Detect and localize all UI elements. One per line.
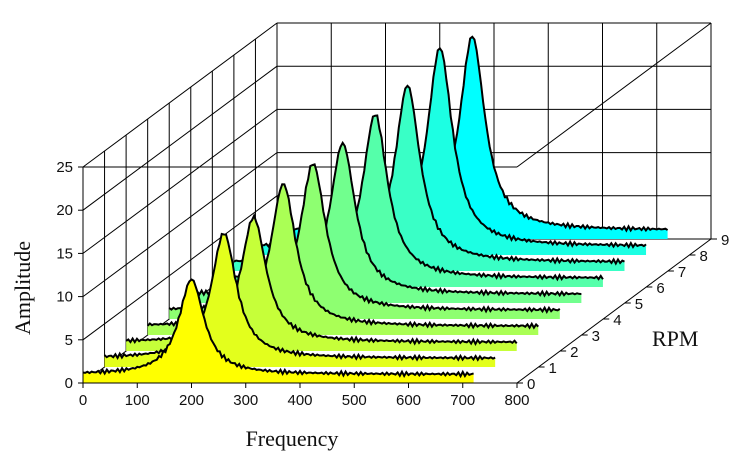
z-tick-label: 6 [656, 280, 664, 297]
axes [78, 166, 717, 388]
z-axis-line [516, 238, 712, 384]
spectrum-slices [82, 35, 669, 383]
z-tick-label: 9 [721, 232, 729, 249]
spectrum-fill-rpm-0 [83, 279, 474, 383]
left-wall-gridline-y [82, 22, 278, 168]
z-tick-label: 2 [570, 344, 578, 361]
z-tick-label: 0 [527, 376, 535, 393]
x-tick-label: 400 [287, 392, 312, 409]
x-tick-label: 600 [396, 392, 421, 409]
z-tick-label: 4 [613, 312, 621, 329]
left-wall-gridline-y [82, 108, 278, 254]
x-tick-label: 500 [342, 392, 367, 409]
spectrum-fill-rpm-9 [277, 36, 668, 240]
spectrum-line-rpm-0 [82, 278, 474, 379]
x-tick-label: 700 [450, 392, 475, 409]
left-wall-gridline-y [82, 195, 278, 341]
z-tick-label: 3 [592, 328, 600, 345]
z-axis-title: RPM [652, 326, 698, 351]
y-tick-label: 25 [56, 159, 73, 176]
y-axis-title: Amplitude [10, 241, 35, 335]
z-tick-label: 5 [635, 296, 643, 313]
z-tick-label: 7 [678, 264, 686, 281]
z-tick-label: 8 [699, 248, 707, 265]
spectrum-fill-rpm-8 [255, 48, 647, 255]
x-tick-label: 0 [79, 392, 87, 409]
box-edge-top-right [516, 22, 712, 168]
y-tick-label: 20 [56, 202, 73, 219]
x-tick-label: 800 [504, 392, 529, 409]
spectrum-fill-rpm-6 [212, 115, 603, 287]
y-tick-label: 10 [56, 289, 73, 306]
left-wall-gridline-y [82, 65, 278, 211]
x-tick-label: 100 [125, 392, 150, 409]
z-tick-label: 1 [549, 360, 557, 377]
x-tick-label: 200 [179, 392, 204, 409]
x-tick-label: 300 [233, 392, 258, 409]
tick-labels: 0 100 200 300 400 500 600 700 800051015202501234… [56, 159, 729, 409]
left-wall-gridline-y [82, 152, 278, 298]
y-tick-label: 5 [65, 332, 73, 349]
x-axis-title: Frequency [246, 426, 339, 451]
y-tick-label: 0 [65, 375, 73, 392]
spectrum-fill-rpm-7 [233, 85, 625, 272]
y-tick-label: 15 [56, 245, 73, 262]
